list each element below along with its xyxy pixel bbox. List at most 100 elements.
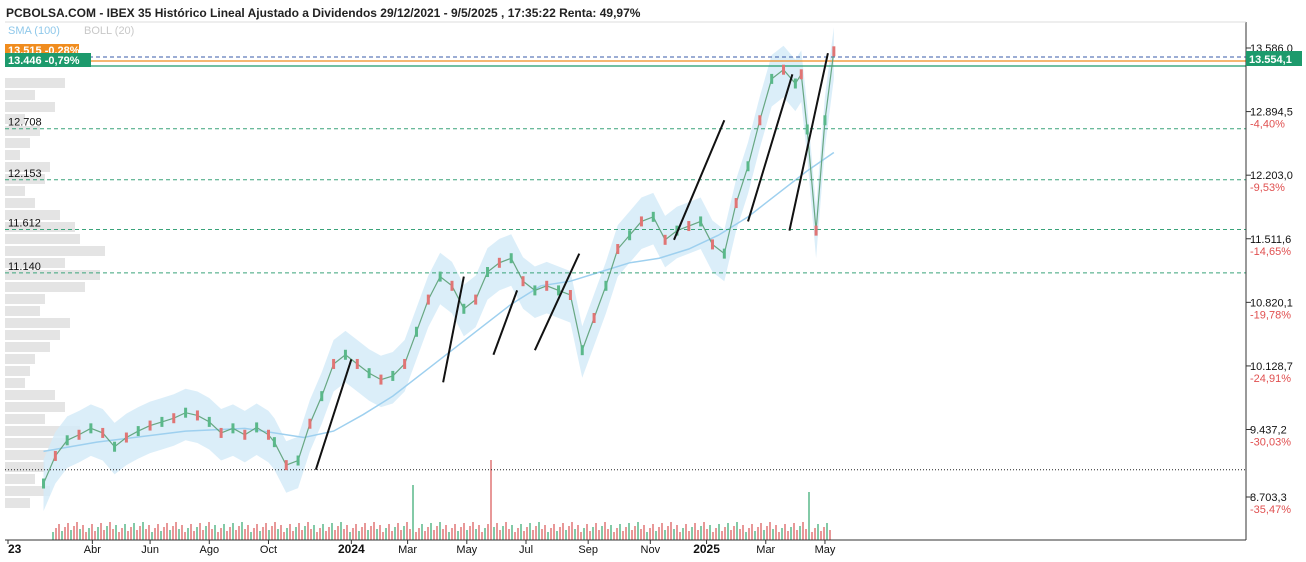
volume-bar <box>328 527 330 540</box>
volume-bar <box>766 526 768 540</box>
volume-bar <box>343 529 345 540</box>
price-point <box>557 285 561 296</box>
volume-bar <box>448 532 450 540</box>
volume-bar <box>145 529 147 540</box>
volume-bar <box>301 530 303 540</box>
profile-bar <box>5 162 50 172</box>
price-point <box>545 280 549 291</box>
price-point <box>533 285 537 296</box>
x-tick-label: Oct <box>260 544 277 556</box>
price-point <box>426 294 430 305</box>
trend-lines <box>314 52 829 471</box>
volume-bar <box>667 526 669 540</box>
volume-bar <box>199 523 201 540</box>
volume-bar <box>409 529 411 540</box>
chart-title: PCBOLSA.COM - IBEX 35 Histórico Lineal A… <box>6 6 641 20</box>
volume-bar <box>478 525 480 540</box>
volume-bar <box>85 532 87 540</box>
current-price-label: 13.554,1 <box>1249 54 1292 66</box>
volume-bar <box>589 531 591 540</box>
profile-bar <box>5 486 50 496</box>
volume-bar <box>58 524 60 540</box>
volume-bar <box>241 522 243 540</box>
volume-bar <box>547 532 549 540</box>
price-point <box>172 413 176 424</box>
price-point <box>113 441 117 452</box>
volume-bar <box>712 532 714 540</box>
axes: 13.586,012.894,5-4,40%12.203,0-9,53%11.5… <box>5 21 1293 556</box>
profile-bar <box>5 426 80 436</box>
volume-bar <box>190 524 192 540</box>
x-tick-label: Nov <box>641 544 661 556</box>
badge-green-label: 13.446 -0,79% <box>8 55 80 67</box>
volume-bar <box>565 530 567 540</box>
volume-bar <box>361 527 363 540</box>
volume-bar <box>172 526 174 540</box>
price-point <box>42 478 46 489</box>
volume-bar <box>427 527 429 540</box>
volume-bar <box>160 531 162 540</box>
volume-bar <box>829 530 831 540</box>
price-point <box>663 234 667 245</box>
price-point <box>243 429 247 440</box>
volume-bar <box>139 526 141 540</box>
volume-bar <box>682 528 684 540</box>
volume-bar <box>481 532 483 540</box>
profile-bar <box>5 366 30 376</box>
volume-bar <box>253 528 255 540</box>
profile-bar <box>5 270 100 280</box>
price-point <box>231 423 235 434</box>
volume-bar <box>628 523 630 540</box>
price-line <box>42 51 835 484</box>
profile-bar <box>5 294 45 304</box>
volume-bar <box>229 527 231 540</box>
volume-bar <box>235 530 237 540</box>
volume-bar <box>91 524 93 540</box>
x-tick-label: Jun <box>141 544 159 556</box>
volume-bar <box>415 532 417 540</box>
volume-bar <box>580 532 582 540</box>
price-point <box>699 216 703 227</box>
badge-green <box>5 53 91 67</box>
volume-bar <box>121 528 123 540</box>
volume-bar <box>130 527 132 540</box>
volume-bar <box>796 530 798 540</box>
x-tick-label: Sep <box>578 544 598 556</box>
price-point <box>568 289 572 300</box>
volume-bar <box>487 524 489 540</box>
price-point <box>710 239 714 250</box>
volume-bar <box>679 532 681 540</box>
profile-bar <box>5 414 45 424</box>
volume-bar <box>103 530 105 540</box>
volume-bar <box>787 531 789 540</box>
price-point <box>184 407 188 418</box>
volume-bar <box>373 522 375 540</box>
profile-bar <box>5 474 35 484</box>
profile-bar <box>5 450 55 460</box>
volume-bar <box>538 522 540 540</box>
price-point <box>770 73 774 84</box>
volume-bar <box>187 528 189 540</box>
volume-bar <box>310 529 312 540</box>
volume-profile <box>5 78 105 508</box>
volume-bar <box>748 528 750 540</box>
level-label: 12.708 <box>8 117 42 129</box>
volume-bar <box>388 524 390 540</box>
y-tick-pct: -35,47% <box>1250 504 1291 516</box>
trend-line <box>747 74 794 222</box>
volume-bar <box>163 527 165 540</box>
volume-bar <box>178 529 180 540</box>
volume-bar <box>307 522 309 540</box>
volume-bar <box>502 526 504 540</box>
volume-bar <box>64 527 66 540</box>
volume-bar <box>559 527 561 540</box>
volume-bar <box>817 524 819 540</box>
y-tick-label: 10.820,1 <box>1250 297 1293 309</box>
price-point <box>136 426 140 437</box>
profile-bar <box>5 78 65 88</box>
volume-bar <box>703 522 705 540</box>
profile-bar <box>5 438 70 448</box>
trend-line <box>788 52 829 231</box>
profile-bar <box>5 498 30 508</box>
volume-bar <box>292 531 294 540</box>
